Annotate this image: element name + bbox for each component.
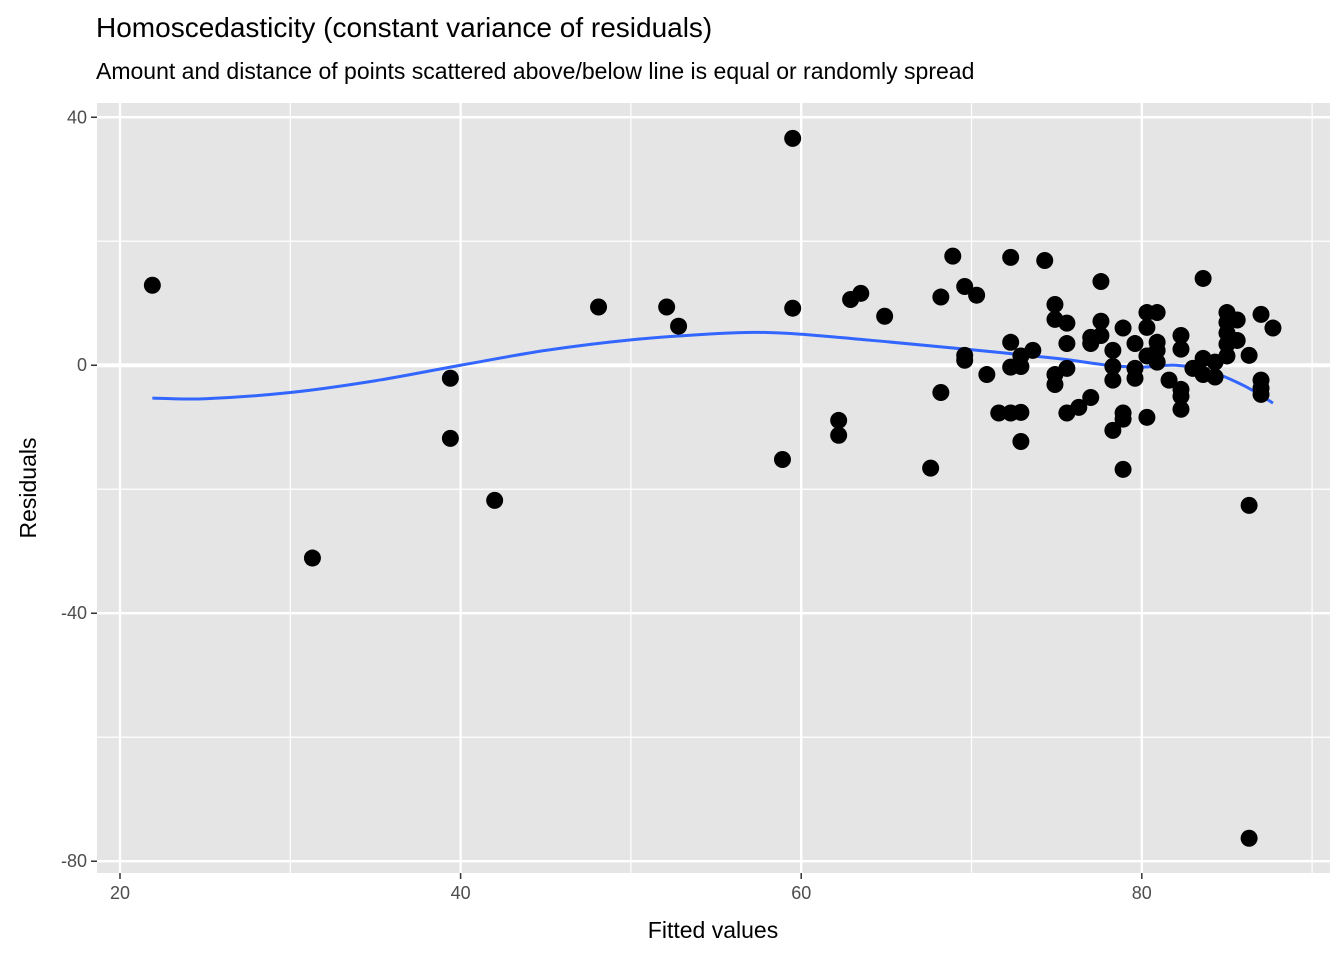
data-point (143, 276, 161, 294)
data-point (441, 429, 459, 447)
data-point (1082, 388, 1100, 406)
x-tick-label: 60 (791, 883, 811, 903)
y-axis-label: Residuals (15, 438, 41, 539)
data-point (1148, 341, 1166, 359)
data-point (1240, 496, 1258, 514)
data-point (990, 404, 1008, 422)
data-point (1172, 340, 1190, 358)
x-tick-label: 40 (451, 883, 471, 903)
data-point (1104, 357, 1122, 375)
data-point (876, 307, 894, 325)
data-point (773, 450, 791, 468)
data-point (968, 286, 986, 304)
data-point (441, 369, 459, 387)
smooth-line (152, 330, 1274, 405)
data-point (1264, 319, 1282, 337)
plot-panel (97, 103, 1330, 873)
data-point (1046, 295, 1064, 313)
data-point (1172, 400, 1190, 418)
y-tick-label: -40 (61, 603, 87, 623)
x-axis-label: Fitted values (648, 917, 778, 943)
data-point (1002, 248, 1020, 266)
data-point (1092, 312, 1110, 330)
data-point (1104, 421, 1122, 439)
data-point (1058, 335, 1076, 353)
data-point (1252, 385, 1270, 403)
data-point (1126, 369, 1144, 387)
data-point (944, 247, 962, 265)
data-point (1252, 305, 1270, 323)
data-point (1104, 371, 1122, 389)
chart-title: Homoscedasticity (constant variance of r… (96, 12, 713, 43)
data-point (932, 288, 950, 306)
y-tick-label: -80 (61, 851, 87, 871)
data-point (932, 384, 950, 402)
data-point (1012, 403, 1030, 421)
data-point (830, 411, 848, 429)
points (143, 129, 1282, 847)
data-point (303, 549, 321, 567)
data-point (956, 278, 974, 296)
data-point (1114, 460, 1132, 478)
data-point (1138, 408, 1156, 426)
data-point (658, 298, 676, 316)
data-point (1114, 410, 1132, 428)
data-point (1194, 269, 1212, 287)
data-point (590, 298, 608, 316)
y-tick-label: 40 (67, 107, 87, 127)
data-point (1148, 353, 1166, 371)
chart-subtitle: Amount and distance of points scattered … (96, 58, 975, 84)
data-point (1070, 398, 1088, 416)
data-point (852, 284, 870, 302)
data-point (1092, 273, 1110, 291)
data-point (1138, 318, 1156, 336)
data-point (1012, 357, 1030, 375)
grid-lines (97, 103, 1330, 873)
axis-ticks: 20 40 60 80 -80 -40 0 40 (61, 107, 1152, 903)
data-point (1218, 347, 1236, 365)
data-point (1172, 326, 1190, 344)
data-point (978, 366, 996, 384)
data-point (1104, 341, 1122, 359)
data-point (1046, 375, 1064, 393)
data-point (1002, 333, 1020, 351)
data-point (1148, 304, 1166, 322)
data-point (1172, 387, 1190, 405)
data-point (1240, 346, 1258, 364)
data-point (1160, 371, 1178, 389)
data-point (1126, 335, 1144, 353)
data-point (830, 426, 848, 444)
data-point (1058, 359, 1076, 377)
x-tick-label: 80 (1132, 883, 1152, 903)
data-point (1240, 829, 1258, 847)
data-point (1036, 251, 1054, 269)
data-point (1206, 368, 1224, 386)
data-point (784, 129, 802, 147)
data-point (486, 491, 504, 509)
data-point (670, 317, 688, 335)
data-point (1058, 314, 1076, 332)
data-point (1092, 326, 1110, 344)
data-point (784, 299, 802, 317)
data-point (1114, 319, 1132, 337)
data-point (1228, 311, 1246, 329)
x-tick-label: 20 (110, 883, 130, 903)
data-point (956, 351, 974, 369)
data-point (922, 459, 940, 477)
data-point (1012, 433, 1030, 451)
data-point (1228, 331, 1246, 349)
data-point (1024, 341, 1042, 359)
y-tick-label: 0 (77, 355, 87, 375)
